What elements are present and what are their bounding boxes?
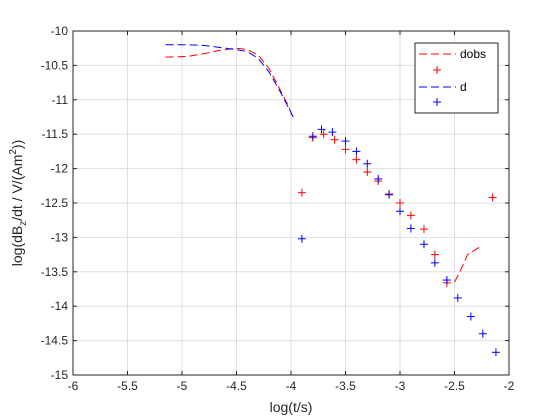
y-tick-label: -13.5 <box>41 265 69 279</box>
data-point <box>341 137 350 146</box>
x-tick-label: -2 <box>504 379 515 393</box>
legend: dobs d <box>414 42 499 114</box>
x-tick-label: -5.5 <box>117 379 138 393</box>
data-point <box>363 159 372 168</box>
y-tick-label: -13 <box>51 230 69 244</box>
data-point <box>297 188 306 197</box>
y-axis-label-part-3: )) <box>9 140 25 149</box>
data-point <box>453 293 462 302</box>
series-3-plus-marker <box>297 125 500 357</box>
data-point <box>328 128 337 137</box>
y-axis-label-part-2: /dt / V/(Am <box>9 155 25 221</box>
legend-entry <box>433 66 441 74</box>
x-tick-label: -4 <box>286 379 297 393</box>
legend-box <box>414 42 499 114</box>
data-point <box>406 211 415 220</box>
y-tick-label: -11 <box>52 93 69 107</box>
legend-marker-swatch <box>433 98 441 106</box>
data-point <box>352 147 361 156</box>
data-point <box>330 135 339 144</box>
y-tick-label: -11.5 <box>42 127 69 141</box>
x-tick-label: -3 <box>395 379 406 393</box>
legend-label: dobs <box>460 47 486 61</box>
y-tick-label: -14.5 <box>41 334 69 348</box>
y-axis-label-superscript: 2 <box>8 149 19 155</box>
ticks: -6 -5.5 -5 -4.5 -4 -3.5 -3 -2.5 -2 -15 -14.5 -14 -13… <box>41 24 515 393</box>
x-tick-label: -2.5 <box>444 379 465 393</box>
x-tick-label: -3.5 <box>335 379 356 393</box>
y-axis-label-part-1: log(dB <box>9 226 25 266</box>
data-point <box>363 168 372 177</box>
y-axis-label-subscript: z <box>18 221 29 226</box>
data-point <box>319 130 328 139</box>
data-point <box>478 329 487 338</box>
y-tick-label: -10 <box>51 24 69 38</box>
data-point <box>341 145 350 154</box>
data-point <box>297 234 306 243</box>
data-point <box>419 225 428 234</box>
y-axis-label: log(dBz/dt / V/(Am2)) <box>8 140 29 266</box>
data-point <box>406 224 415 233</box>
x-tick-label: -4.5 <box>226 379 247 393</box>
legend-entry: d <box>419 80 467 94</box>
data-point <box>488 193 497 202</box>
series-layer <box>165 44 500 357</box>
y-tick-label: -10.5 <box>41 58 69 72</box>
y-tick-label: -15 <box>51 368 69 382</box>
data-point <box>308 132 317 141</box>
data-point <box>430 250 439 259</box>
data-point <box>385 190 394 199</box>
x-tick-label: -5 <box>177 379 188 393</box>
y-tick-label: -12.5 <box>41 196 69 210</box>
data-point <box>430 258 439 267</box>
legend-items: dobs d <box>419 47 486 106</box>
data-point <box>396 207 404 216</box>
data-point <box>442 276 451 285</box>
data-point <box>466 312 475 321</box>
data-point <box>374 174 383 183</box>
legend-entry <box>433 98 441 106</box>
series-line-segment <box>454 245 483 283</box>
data-point <box>491 348 500 357</box>
legend-marker-swatch <box>433 66 441 74</box>
legend-entry: dobs <box>419 47 486 61</box>
y-tick-label: -12 <box>51 162 69 176</box>
data-point <box>419 240 428 249</box>
data-point <box>352 155 361 164</box>
series-0-dashed-line <box>165 47 483 283</box>
data-point <box>396 199 404 207</box>
legend-label: d <box>460 80 467 94</box>
x-axis-label: log(t/s) <box>270 399 313 415</box>
y-tick-label: -14 <box>51 299 69 313</box>
x-tick-label: -6 <box>68 379 79 393</box>
data-point <box>317 125 326 134</box>
